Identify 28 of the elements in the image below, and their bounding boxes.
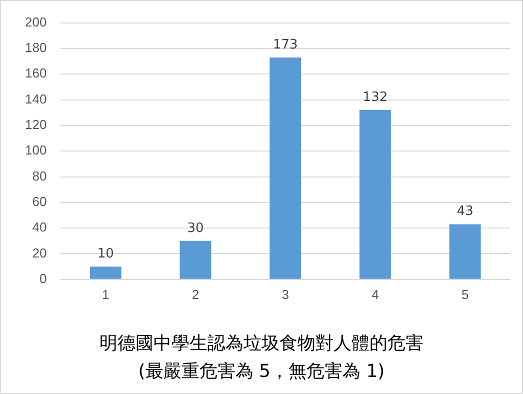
- bar: [270, 57, 302, 279]
- data-label: 10: [97, 246, 114, 262]
- y-tick-label: 120: [24, 117, 47, 132]
- y-tick-label: 60: [32, 194, 47, 209]
- y-tick-label: 160: [24, 66, 47, 81]
- data-label: 173: [272, 37, 298, 52]
- x-tick-label: 5: [461, 286, 469, 302]
- y-tick-label: 140: [24, 91, 47, 106]
- data-label: 132: [362, 90, 388, 105]
- x-tick-label: 1: [102, 286, 110, 302]
- data-label: 43: [456, 204, 474, 220]
- y-tick-label: 100: [24, 142, 47, 158]
- y-tick-label: 40: [32, 220, 47, 235]
- y-tick-label: 80: [32, 168, 47, 184]
- bar: [449, 224, 481, 279]
- text: (最嚴重危害為 5，無危害為 1): [137, 360, 386, 383]
- x-tick-label: 4: [372, 286, 379, 302]
- bar: [359, 110, 391, 279]
- x-tick-label: 2: [192, 286, 200, 302]
- bar: [90, 266, 122, 279]
- y-tick-label: 200: [24, 14, 47, 30]
- bar: [180, 240, 212, 279]
- data-label: 30: [187, 220, 204, 236]
- x-tick-label: 3: [282, 286, 289, 302]
- y-tick-label: 20: [32, 245, 47, 260]
- y-tick-label: 0: [39, 270, 47, 286]
- y-tick-label: 180: [24, 40, 47, 56]
- text: 明德國中學生認為垃圾食物對人體的危害: [98, 332, 424, 355]
